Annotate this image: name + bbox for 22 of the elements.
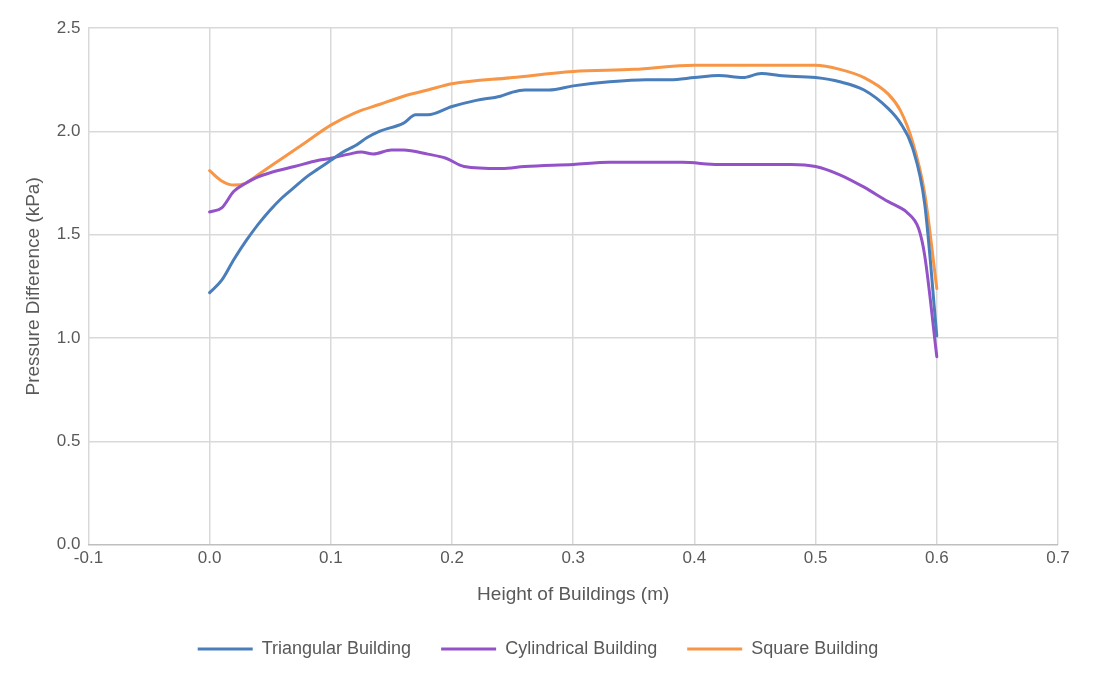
x-tick-label: 0.1 [319, 547, 343, 567]
y-tick-label: 0.0 [56, 534, 81, 554]
x-tick-label: 0.0 [197, 547, 222, 567]
line-series [208, 148, 939, 359]
x-tick-label: 0.3 [561, 547, 586, 567]
x-axis-title: Height of Buildings (m) [477, 582, 670, 604]
x-tick-label: 0.6 [924, 547, 949, 567]
y-tick-label: 0.5 [56, 431, 81, 451]
y-axis-title: Pressure Difference (kPa) [21, 177, 43, 396]
legend-label: Triangular Building [261, 637, 412, 658]
x-tick-label: 0.7 [1046, 547, 1070, 567]
line-series [208, 71, 939, 338]
legend-label: Square Building [751, 637, 879, 658]
y-tick-label: 2.0 [56, 121, 81, 141]
x-tick-label: 0.2 [440, 547, 464, 567]
y-tick-label: 1.5 [56, 224, 81, 244]
x-tick-label: 0.5 [803, 547, 828, 567]
x-tick-label: 0.4 [682, 547, 707, 567]
y-tick-label: 2.5 [56, 17, 81, 37]
legend-label: Cylindrical Building [505, 637, 658, 658]
y-tick-label: 1.0 [56, 327, 81, 347]
line-series [208, 63, 939, 290]
